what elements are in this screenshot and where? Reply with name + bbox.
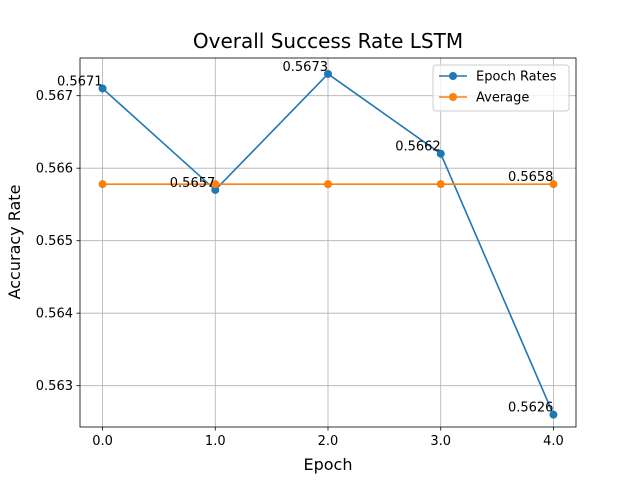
x-tick-label: 3.0 bbox=[430, 434, 451, 449]
epoch-rates-point bbox=[549, 410, 558, 419]
legend-epoch-rates-marker bbox=[449, 72, 457, 80]
epoch-rate-data-label: 0.5662 bbox=[395, 140, 441, 155]
plot-frame bbox=[79, 57, 577, 428]
epoch-rates-point bbox=[324, 69, 332, 78]
legend: Epoch Rates Average bbox=[432, 64, 570, 112]
y-axis-title: Accuracy Rate bbox=[5, 185, 24, 300]
y-tick-label: 0.563 bbox=[36, 379, 73, 394]
chart-title: Overall Success Rate LSTM bbox=[193, 29, 463, 53]
legend-average-marker bbox=[449, 93, 457, 101]
x-tick-label: 2.0 bbox=[318, 434, 339, 449]
average-point bbox=[98, 180, 107, 189]
average-data-label: 0.5658 bbox=[508, 170, 554, 185]
average-point bbox=[324, 180, 332, 189]
legend-average-label: Average bbox=[476, 91, 529, 106]
y-tick-label: 0.566 bbox=[36, 162, 73, 177]
x-tick-label: 1.0 bbox=[205, 434, 226, 449]
average-point bbox=[211, 180, 220, 189]
legend-epoch-rates-label: Epoch Rates bbox=[476, 70, 557, 85]
average-point bbox=[549, 180, 558, 189]
x-axis-title: Epoch bbox=[304, 455, 353, 474]
epoch-rate-data-label: 0.5657 bbox=[170, 176, 216, 191]
axes: 0.0 1.0 2.0 3.0 4.0 0.563 0.564 0.565 0.566 0.567 bbox=[36, 57, 577, 449]
epoch-rate-data-label: 0.5626 bbox=[508, 401, 554, 416]
y-tick-label: 0.565 bbox=[36, 234, 73, 249]
y-tick-label: 0.567 bbox=[36, 89, 73, 104]
x-tick-label: 0.0 bbox=[92, 434, 113, 449]
epoch-rate-data-label: 0.5673 bbox=[283, 60, 329, 75]
y-tick-label: 0.564 bbox=[36, 307, 73, 322]
epoch-rates-point bbox=[211, 185, 220, 194]
x-tick-label: 4.0 bbox=[543, 434, 564, 449]
average-point bbox=[436, 180, 445, 189]
epoch-rates-point bbox=[436, 149, 445, 158]
epoch-rates-point bbox=[98, 84, 107, 93]
